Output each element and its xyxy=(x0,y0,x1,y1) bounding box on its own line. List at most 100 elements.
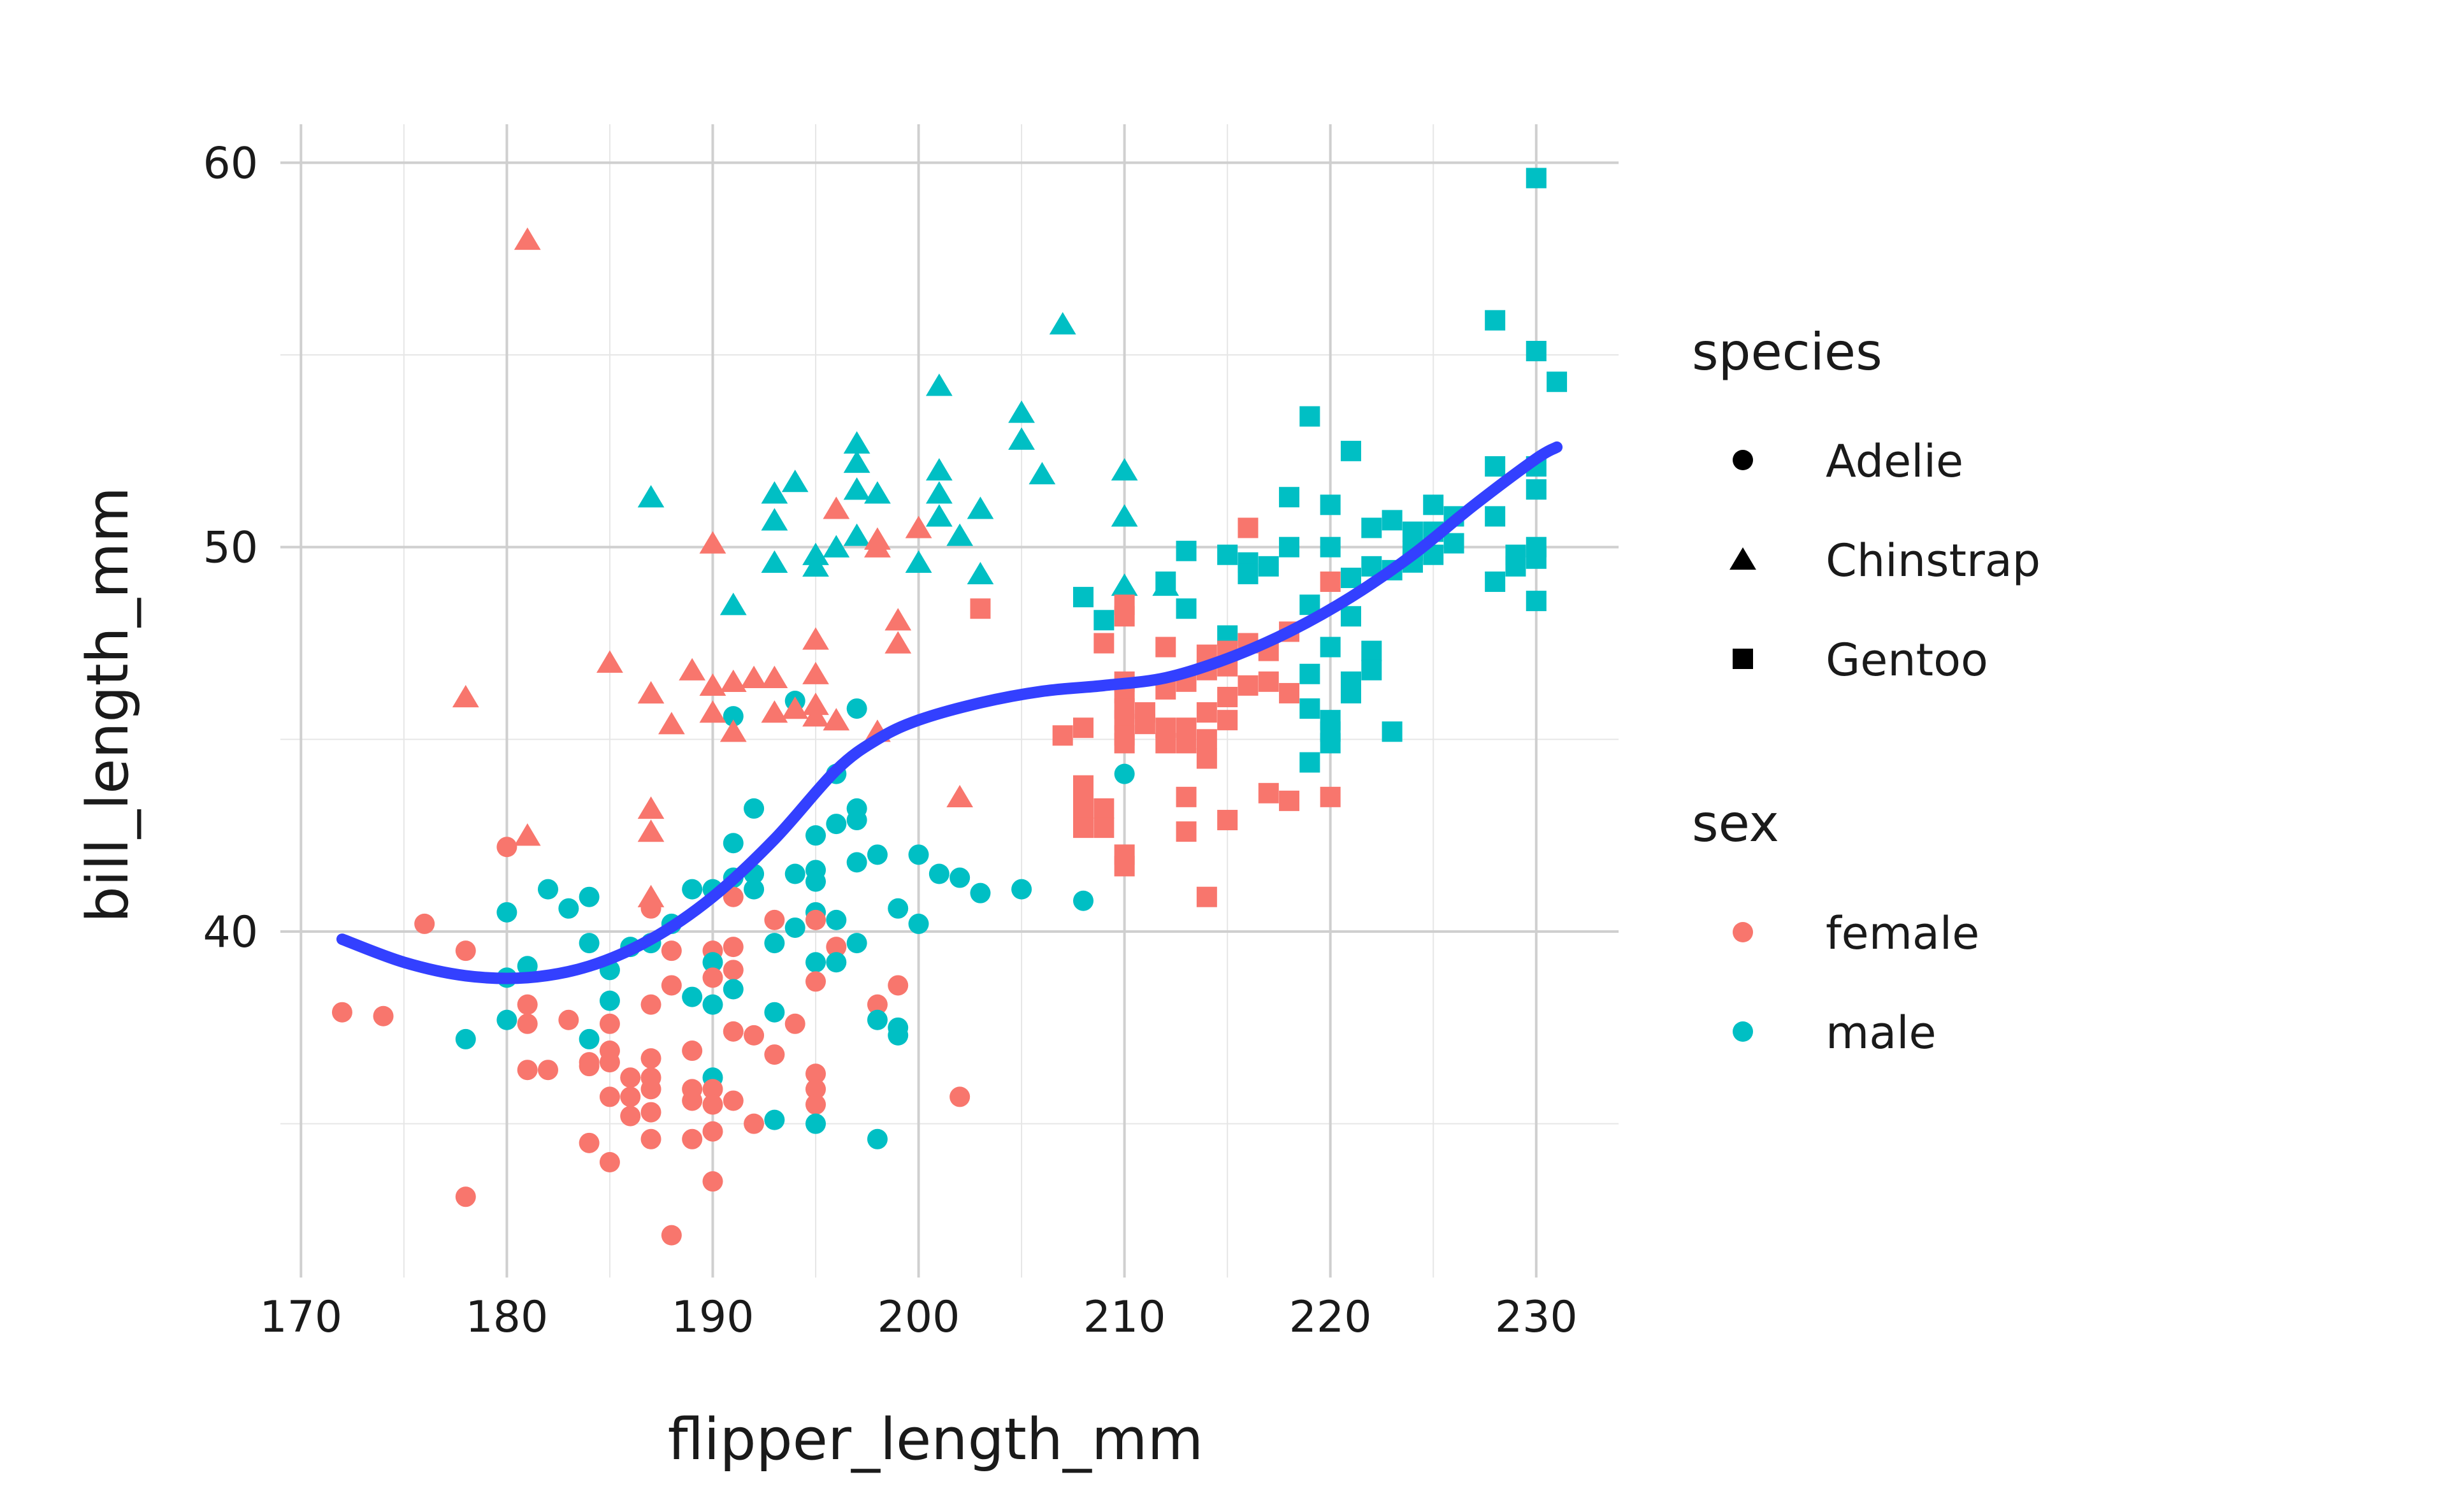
point-adelie-male xyxy=(764,1002,785,1023)
point-gentoo-female xyxy=(970,598,991,619)
point-adelie-female xyxy=(661,940,682,961)
point-adelie-female xyxy=(682,1090,703,1111)
point-gentoo-male xyxy=(1526,548,1547,569)
point-gentoo-female xyxy=(1320,786,1341,807)
x-tick-label: 180 xyxy=(465,1292,548,1343)
point-adelie-male xyxy=(579,933,600,954)
point-chinstrap-male xyxy=(781,470,809,493)
legend-species-title: species xyxy=(1692,322,1882,382)
point-adelie-female xyxy=(538,1060,558,1081)
point-adelie-female xyxy=(414,913,435,934)
point-gentoo-male xyxy=(1279,536,1300,558)
legend-key-male xyxy=(1733,1021,1753,1042)
point-adelie-male xyxy=(805,952,826,973)
point-chinstrap-male xyxy=(637,485,665,508)
point-chinstrap-female xyxy=(637,884,665,907)
point-gentoo-male xyxy=(1258,556,1279,577)
legend-species: species Adelie Chinstrap Gentoo xyxy=(1692,322,2040,686)
point-adelie-male xyxy=(928,863,949,884)
point-adelie-female xyxy=(620,1105,641,1127)
point-adelie-male xyxy=(1011,879,1032,900)
point-adelie-female xyxy=(496,837,517,858)
point-adelie-female xyxy=(599,1052,620,1073)
point-chinstrap-male xyxy=(925,373,953,396)
point-gentoo-female xyxy=(1196,886,1217,907)
point-gentoo-male xyxy=(1361,640,1382,661)
point-adelie-male xyxy=(744,879,765,900)
point-chinstrap-female xyxy=(719,669,747,692)
legend-sex: sex female male xyxy=(1692,794,1979,1059)
point-adelie-female xyxy=(805,1063,826,1084)
point-chinstrap-male xyxy=(864,481,891,504)
x-tick-label: 170 xyxy=(259,1292,342,1343)
legend-label-female: female xyxy=(1826,907,1979,960)
point-gentoo-male xyxy=(1155,571,1176,592)
x-tick-label: 230 xyxy=(1495,1292,1578,1343)
point-adelie-male xyxy=(702,994,723,1015)
point-chinstrap-female xyxy=(699,531,726,554)
point-gentoo-male xyxy=(1341,567,1361,588)
legend-key-chinstrap xyxy=(1729,547,1756,570)
point-adelie-female xyxy=(702,1171,723,1192)
point-gentoo-male xyxy=(1299,406,1320,427)
point-chinstrap-female xyxy=(452,684,479,708)
point-adelie-female xyxy=(331,1002,352,1023)
point-chinstrap-male xyxy=(761,508,788,531)
point-adelie-male xyxy=(846,933,867,954)
point-adelie-male xyxy=(826,952,847,973)
point-adelie-male xyxy=(867,1009,888,1030)
legend-sex-title: sex xyxy=(1692,794,1779,853)
point-adelie-male xyxy=(723,979,744,1000)
point-chinstrap-female xyxy=(781,696,809,719)
point-gentoo-female xyxy=(1217,810,1238,831)
point-gentoo-male xyxy=(1299,698,1320,719)
point-gentoo-female xyxy=(1176,786,1197,807)
point-adelie-female xyxy=(764,1044,785,1065)
data-points xyxy=(331,168,1568,1246)
point-gentoo-male xyxy=(1526,340,1547,361)
point-chinstrap-female xyxy=(514,823,541,846)
point-adelie-female xyxy=(784,1013,805,1034)
point-chinstrap-female xyxy=(884,608,912,631)
point-chinstrap-male xyxy=(925,458,953,481)
legend-label-male: male xyxy=(1826,1007,1937,1059)
point-chinstrap-female xyxy=(946,784,974,807)
legend-key-female xyxy=(1733,922,1753,942)
point-chinstrap-male xyxy=(946,523,974,546)
point-chinstrap-male xyxy=(843,431,870,454)
point-gentoo-female xyxy=(1279,790,1300,811)
x-tick-label: 210 xyxy=(1083,1292,1166,1343)
point-chinstrap-female xyxy=(596,650,623,673)
point-adelie-female xyxy=(723,960,744,981)
point-chinstrap-female xyxy=(802,704,829,727)
point-gentoo-female xyxy=(1114,856,1135,877)
point-gentoo-male xyxy=(1485,456,1506,477)
point-adelie-male xyxy=(723,833,744,854)
point-chinstrap-female xyxy=(802,661,829,684)
point-gentoo-female xyxy=(1238,517,1259,538)
point-chinstrap-female xyxy=(823,496,850,519)
point-gentoo-male xyxy=(1382,721,1403,742)
point-adelie-male xyxy=(682,986,703,1007)
x-tick-label: 200 xyxy=(877,1292,960,1343)
major-gridlines xyxy=(280,124,1619,1278)
point-gentoo-male xyxy=(1320,733,1341,754)
point-chinstrap-male xyxy=(843,523,870,546)
point-adelie-male xyxy=(784,863,805,884)
point-adelie-male xyxy=(764,933,785,954)
point-adelie-male xyxy=(949,867,971,888)
point-gentoo-female xyxy=(1258,782,1279,803)
point-chinstrap-female xyxy=(761,700,788,723)
point-chinstrap-female xyxy=(658,712,685,735)
point-chinstrap-female xyxy=(514,227,541,250)
point-adelie-female xyxy=(702,1094,723,1115)
point-adelie-female xyxy=(661,1225,682,1246)
point-adelie-male xyxy=(888,898,909,919)
point-chinstrap-male xyxy=(1008,400,1035,423)
point-adelie-male xyxy=(805,871,826,892)
y-axis-title: bill_length_mm xyxy=(75,487,141,923)
point-adelie-female xyxy=(579,1132,600,1153)
point-gentoo-male xyxy=(1547,371,1568,392)
point-gentoo-male xyxy=(1217,544,1238,565)
point-adelie-female xyxy=(517,1013,538,1034)
